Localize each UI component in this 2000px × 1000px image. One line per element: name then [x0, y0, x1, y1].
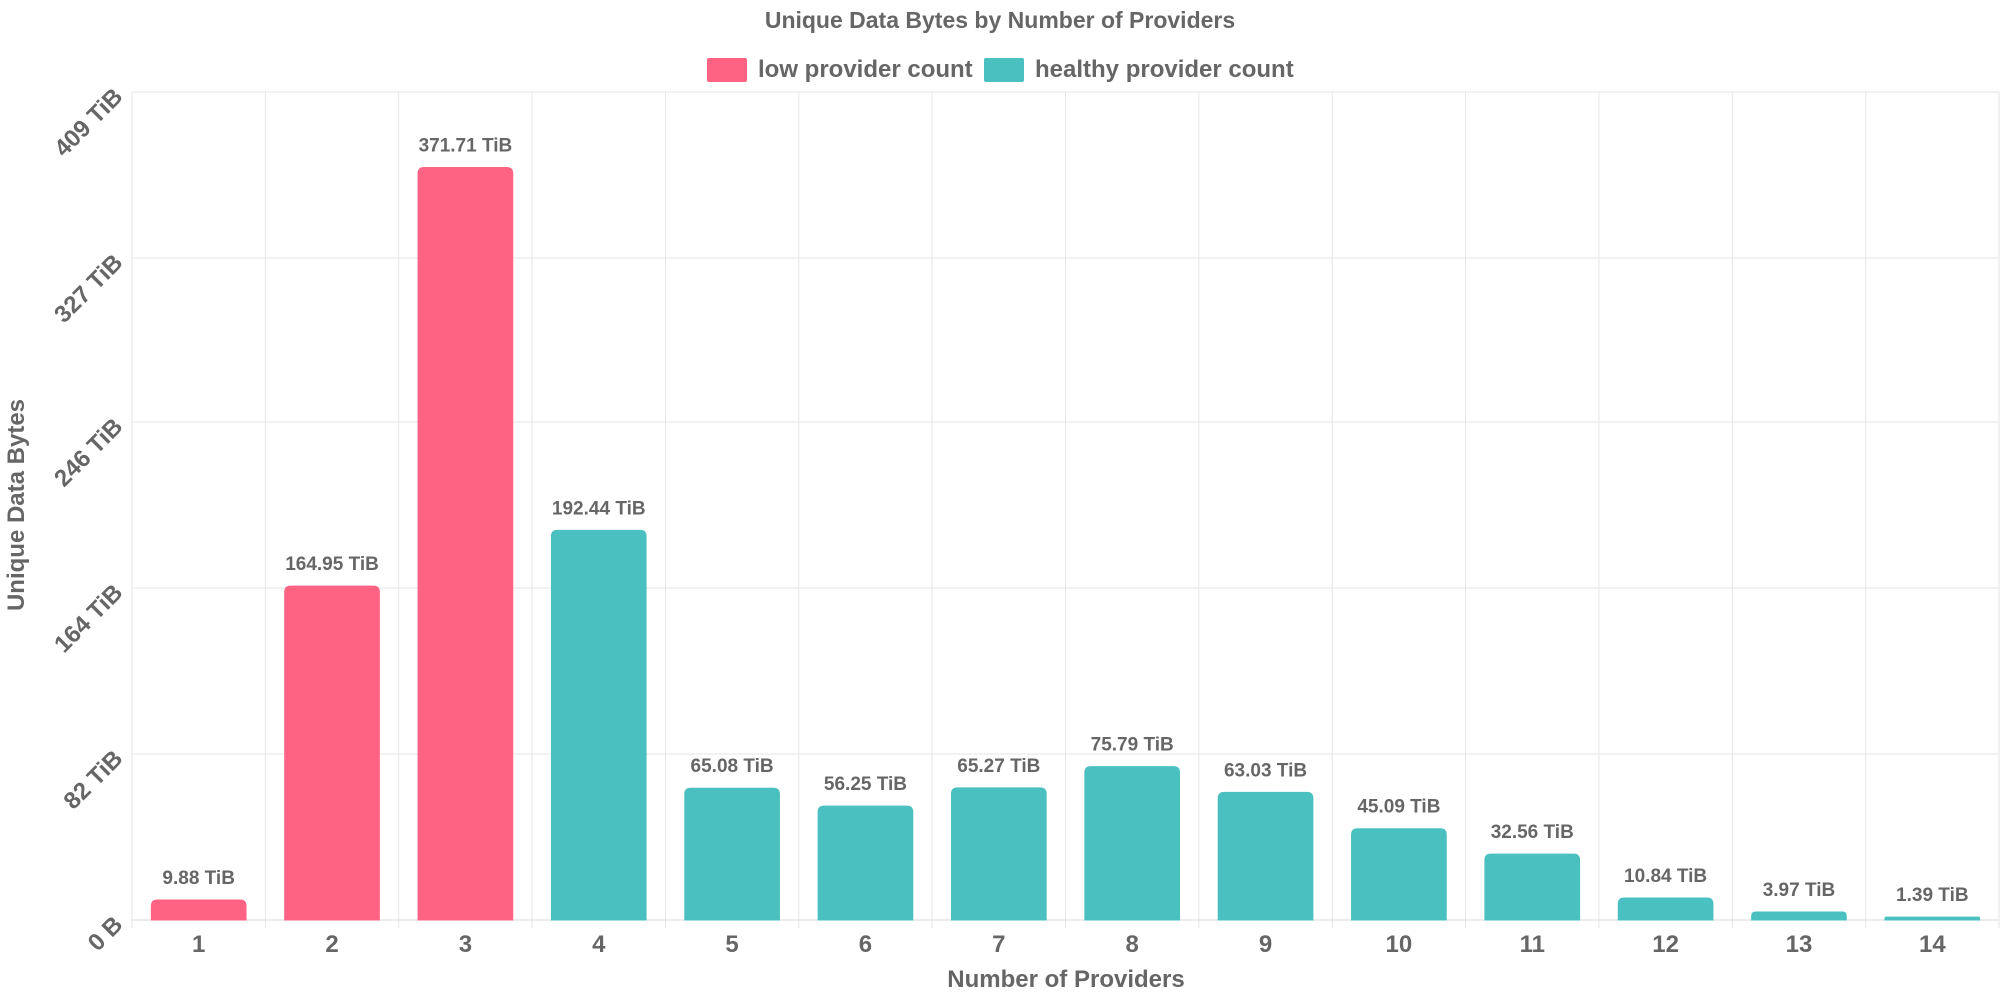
y-tick-label: 0 B	[83, 911, 129, 957]
bar-6[interactable]	[817, 805, 914, 921]
x-tick-label: 1	[192, 931, 205, 958]
y-tick-label: 409 TiB	[49, 83, 128, 162]
y-tick-label: 246 TiB	[49, 413, 128, 492]
x-tick-label: 14	[1919, 931, 1946, 958]
y-tick-labels: 0 B 82 TiB 164 TiB 246 TiB 327 TiB 409 TiB	[49, 83, 128, 957]
x-tick-label: 12	[1652, 931, 1679, 958]
bar-13[interactable]	[1751, 911, 1847, 921]
legend-swatch-low[interactable]	[707, 58, 747, 82]
bar-9[interactable]	[1217, 791, 1314, 921]
x-tick-label: 9	[1259, 931, 1272, 958]
bar-14[interactable]	[1884, 916, 1981, 921]
x-tick-label: 4	[592, 931, 606, 958]
bar-value-label: 371.71 TiB	[419, 135, 513, 156]
bar-value-label: 9.88 TiB	[162, 868, 235, 889]
y-tick-label: 164 TiB	[49, 579, 128, 658]
x-tick-label: 7	[992, 931, 1005, 958]
y-tick-label: 82 TiB	[59, 745, 129, 815]
bar-10[interactable]	[1351, 828, 1447, 921]
bar-value-label: 63.03 TiB	[1224, 760, 1307, 781]
bar-4[interactable]	[550, 529, 647, 921]
legend-label-low[interactable]: low provider count	[758, 56, 973, 83]
bar-12[interactable]	[1617, 897, 1714, 921]
x-tick-label: 6	[859, 931, 872, 958]
x-tick-label: 10	[1386, 931, 1413, 958]
bar-7[interactable]	[950, 787, 1047, 921]
legend-swatch-healthy[interactable]	[984, 58, 1024, 82]
bar-value-label: 3.97 TiB	[1763, 880, 1836, 901]
bar-value-label: 192.44 TiB	[552, 498, 646, 519]
grid-layer	[131, 91, 2000, 928]
chart-title: Unique Data Bytes by Number of Providers	[765, 7, 1235, 33]
bars	[150, 166, 1981, 921]
bar-value-label: 56.25 TiB	[824, 774, 907, 795]
bar-1[interactable]	[150, 899, 247, 921]
y-tick-label: 327 TiB	[49, 249, 128, 328]
x-tick-label: 3	[459, 931, 472, 958]
x-tick-label: 11	[1520, 931, 1545, 958]
bar-2[interactable]	[284, 585, 380, 921]
legend: low provider count healthy provider coun…	[707, 56, 1294, 83]
legend-label-healthy[interactable]: healthy provider count	[1035, 56, 1294, 83]
bar-value-label: 32.56 TiB	[1491, 822, 1574, 843]
bar-value-label: 65.08 TiB	[691, 756, 774, 777]
bar-value-label: 1.39 TiB	[1896, 885, 1969, 906]
bar-value-labels: 9.88 TiB 164.95 TiB 371.71 TiB 192.44 TiB 65…	[162, 135, 1968, 906]
y-axis-title: Unique Data Bytes	[3, 399, 30, 611]
bar-8[interactable]	[1084, 766, 1181, 921]
x-tick-label: 5	[725, 931, 738, 958]
x-tick-label: 13	[1786, 931, 1813, 958]
bar-value-label: 164.95 TiB	[285, 554, 379, 575]
bar-value-label: 75.79 TiB	[1091, 735, 1174, 756]
bar-11[interactable]	[1484, 853, 1581, 921]
x-axis-title: Number of Providers	[947, 966, 1184, 993]
bar-value-label: 65.27 TiB	[957, 756, 1040, 777]
x-tick-label: 8	[1125, 931, 1138, 958]
x-tick-labels: 1 2 3 4 5 6 7 8 9 10 11 12 13 14	[192, 931, 1946, 958]
bar-value-label: 45.09 TiB	[1357, 797, 1440, 818]
bar-3[interactable]	[417, 166, 514, 921]
bar-5[interactable]	[684, 787, 780, 921]
x-tick-label: 2	[325, 931, 338, 958]
bar-value-label: 10.84 TiB	[1624, 866, 1707, 887]
